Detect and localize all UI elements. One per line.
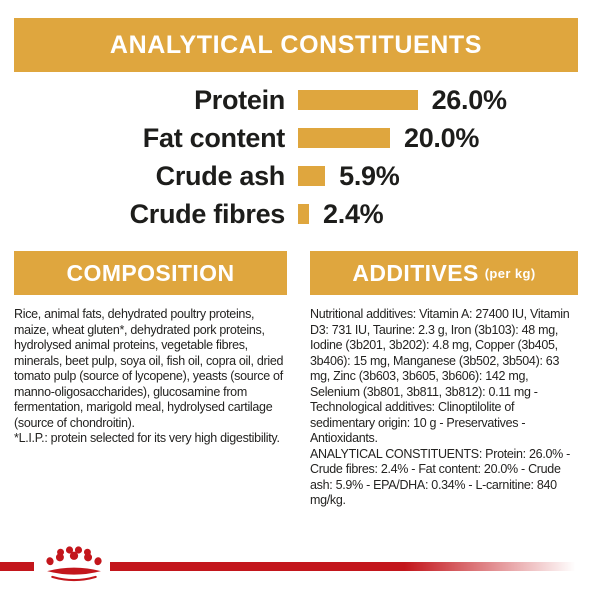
- chart-row: Protein 26.0%: [0, 85, 600, 115]
- chart-bar: [298, 166, 326, 186]
- chart-value-label: 2.4%: [323, 198, 384, 229]
- lip-footnote: *L.I.P.: protein selected for its very h…: [14, 431, 280, 445]
- composition-text: Rice, animal fats, dehydrated poultry pr…: [14, 307, 284, 430]
- chart-row: Fat content 20.0%: [0, 123, 600, 153]
- additives-body: Nutritional additives: Vitamin A: 27400 …: [310, 307, 578, 509]
- crown-base: [47, 567, 101, 575]
- analytical-constituents-title: ANALYTICAL CONSTITUENTS: [109, 30, 483, 59]
- chart-category-label: Crude ash: [155, 160, 286, 191]
- crown-base-underline: [51, 575, 97, 582]
- analytical-constituents-banner: ANALYTICAL CONSTITUENTS: [14, 18, 578, 72]
- additives-title-suffix: (per kg): [484, 265, 536, 281]
- constituents-bar-chart: Protein 26.0% Fat content 20.0% Crude ash 5.9…: [0, 85, 600, 242]
- chart-category-label: Fat content: [142, 122, 286, 153]
- royal-canin-crown-icon: [46, 546, 102, 582]
- chart-category-label: Protein: [194, 84, 285, 115]
- chart-bar: [298, 90, 418, 110]
- composition-section: COMPOSITION Rice, animal fats, dehydrate…: [14, 251, 287, 447]
- chart-category-label: Crude fibres: [129, 198, 286, 229]
- additives-section: ADDITIVES (per kg) Nutritional additives…: [310, 251, 578, 509]
- additives-title: ADDITIVES: [352, 259, 479, 286]
- composition-title: COMPOSITION: [66, 259, 235, 286]
- chart-value-label: 5.9%: [339, 160, 400, 191]
- chart-row: Crude ash 5.9%: [0, 161, 600, 191]
- analytical-summary-text: ANALYTICAL CONSTITUENTS: Protein: 26.0% …: [310, 446, 570, 508]
- footer-accent-line-left: [0, 562, 34, 571]
- composition-banner: COMPOSITION: [14, 251, 287, 295]
- additives-text: Nutritional additives: Vitamin A: 27400 …: [310, 307, 570, 445]
- footer-accent-line-right: [110, 562, 585, 571]
- chart-bar: [298, 204, 310, 224]
- crown-pearls: [46, 546, 102, 566]
- chart-row: Crude fibres 2.4%: [0, 199, 600, 229]
- additives-banner: ADDITIVES (per kg): [310, 251, 578, 295]
- chart-value-label: 20.0%: [404, 122, 480, 153]
- chart-value-label: 26.0%: [431, 84, 507, 115]
- chart-bar: [298, 128, 390, 148]
- composition-body: Rice, animal fats, dehydrated poultry pr…: [14, 307, 287, 447]
